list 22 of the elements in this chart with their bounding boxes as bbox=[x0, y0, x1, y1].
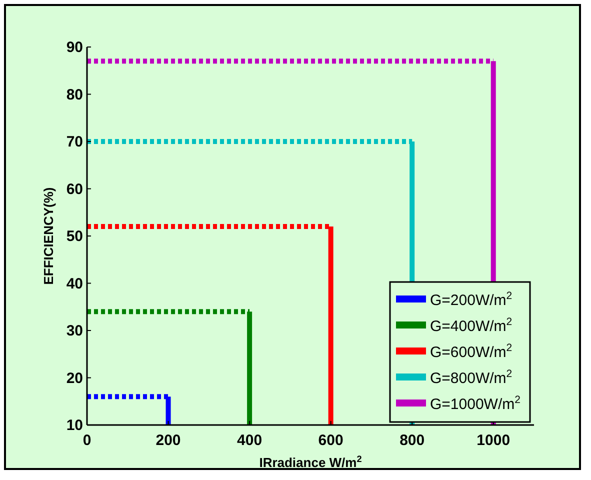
y-tick-label: 60 bbox=[66, 180, 83, 198]
x-tick-label: 200 bbox=[156, 432, 181, 449]
y-tick-label: 10 bbox=[66, 417, 83, 434]
y-tick-label: 40 bbox=[66, 275, 83, 292]
legend-label: G=400W/m$^{2}$ bbox=[430, 316, 512, 335]
x-tick-label: 400 bbox=[237, 432, 262, 449]
legend-label: G=1000W/m$^{2}$ bbox=[430, 394, 521, 413]
y-axis-title: EFFICIENCY(%) bbox=[41, 187, 56, 285]
y-tick-label: 30 bbox=[66, 322, 83, 340]
y-tick-label: 80 bbox=[66, 86, 83, 104]
legend-label: G=800W/m$^{2}$ bbox=[430, 368, 512, 387]
y-tick-label: 70 bbox=[66, 134, 83, 150]
x-tick-label: 600 bbox=[318, 432, 344, 449]
y-tick-label: 50 bbox=[66, 228, 83, 245]
legend-label: G=600W/m$^{2}$ bbox=[430, 342, 512, 361]
x-tick-label: 0 bbox=[82, 432, 92, 449]
x-tick-label: 800 bbox=[400, 432, 425, 449]
x-axis-title: IRradiance W/m$^{2}$ bbox=[259, 454, 362, 470]
legend-label: G=200W/m$^{2}$ bbox=[430, 290, 512, 309]
y-tick-label: 20 bbox=[66, 370, 83, 387]
y-tick-label: 90 bbox=[66, 39, 83, 56]
x-tick-label: 1000 bbox=[476, 432, 510, 449]
